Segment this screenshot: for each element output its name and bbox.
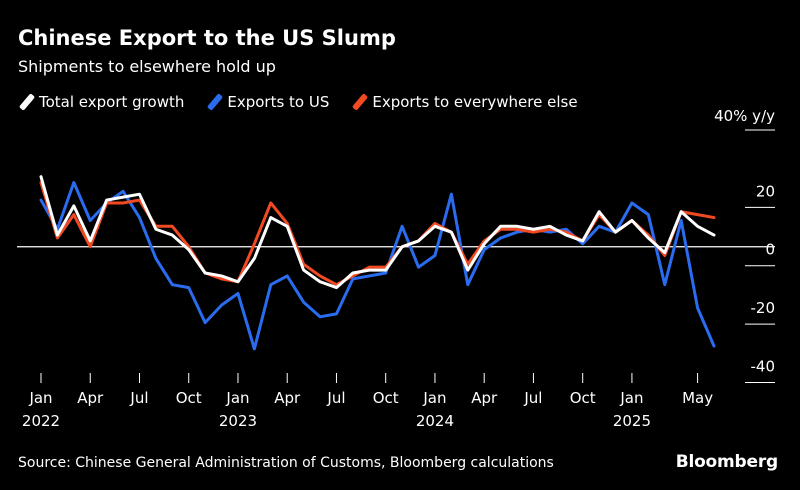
chart-title: Chinese Export to the US Slump [18, 26, 396, 50]
y-axis: 40% y/y -40 -20 0 20 [714, 107, 775, 375]
y-tick-label: -40 [751, 357, 776, 375]
series-line-total-export-growth [39, 175, 716, 290]
x-tick-label: Jul [326, 389, 345, 407]
x-tick-label: May [682, 389, 713, 407]
source-note: Source: Chinese General Administration o… [18, 455, 554, 471]
legend-label-else: Exports to everywhere else [372, 93, 578, 111]
x-tick-label: Jul [129, 389, 148, 407]
legend-label-us: Exports to US [227, 93, 330, 111]
bloomberg-logo: Bloomberg [675, 452, 779, 472]
x-tick-label: Oct [570, 389, 596, 407]
x-tick-label: Oct [373, 389, 399, 407]
y-tick-label: 0 [765, 241, 775, 259]
x-tick-label: Jul [523, 389, 542, 407]
x-axis: Jan 2022 Apr Jul Oct Jan 2023 Apr Jul Oct Jan 2024 A… [22, 373, 713, 430]
x-year-label: 2025 [613, 412, 651, 430]
legend: Total export growth Exports to US Export… [18, 93, 600, 111]
x-year-label: 2022 [22, 412, 60, 430]
x-year-label: 2024 [416, 412, 454, 430]
x-tick-label: Apr [274, 389, 301, 407]
series-line-exports-to-us [39, 181, 716, 351]
legend-item-total: Total export growth [18, 93, 184, 111]
legend-label-total: Total export growth [39, 93, 185, 111]
x-year-label: 2023 [219, 412, 257, 430]
y-tick-label: -20 [751, 299, 776, 317]
x-tick-label: Jan [619, 389, 643, 407]
x-tick-label: Jan [422, 389, 446, 407]
y-tick-label: 20 [756, 182, 775, 200]
x-tick-label: Oct [176, 389, 202, 407]
legend-item-us: Exports to US [206, 93, 329, 111]
x-tick-label: Apr [77, 389, 104, 407]
x-tick-label: Apr [471, 389, 498, 407]
legend-item-else: Exports to everywhere else [351, 93, 578, 111]
x-tick-label: Jan [28, 389, 52, 407]
y-unit-label: 40% y/y [714, 107, 775, 125]
gridlines [745, 129, 775, 383]
series-lines [39, 175, 716, 351]
chart-subtitle: Shipments to elsewhere hold up [18, 57, 276, 76]
x-tick-label: Jan [225, 389, 249, 407]
